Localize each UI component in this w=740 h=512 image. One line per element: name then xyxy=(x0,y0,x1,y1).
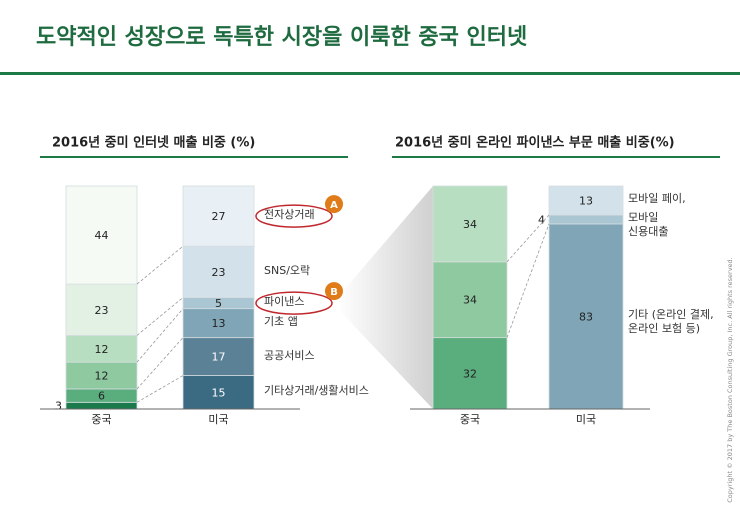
connector xyxy=(506,214,550,263)
connector xyxy=(136,375,184,403)
bar-segment xyxy=(65,401,138,410)
value-label: 4 xyxy=(538,213,545,226)
bar-segment xyxy=(65,335,138,363)
bar-segment xyxy=(65,185,138,285)
bar-segment xyxy=(182,308,255,339)
zoom-wedge xyxy=(338,186,433,409)
bar-segment xyxy=(182,375,255,410)
value-label: 12 xyxy=(95,370,109,383)
title-rule xyxy=(0,72,740,75)
series-label: 파이낸스 xyxy=(264,295,305,309)
connector xyxy=(506,223,550,338)
bar-segment xyxy=(182,337,255,376)
x-tick-label: 중국 xyxy=(91,413,111,426)
value-label: 3 xyxy=(55,400,62,413)
bar-segment xyxy=(65,283,138,336)
series-label: SNS/오락 xyxy=(264,263,311,277)
value-label: 27 xyxy=(212,210,226,223)
connector xyxy=(136,337,184,390)
series-label: 기타상거래/생활서비스 xyxy=(264,384,369,398)
annotation-letter: A xyxy=(330,200,338,211)
series-label: 전자상거래 xyxy=(264,208,315,222)
value-label: 23 xyxy=(212,266,226,279)
value-label: 15 xyxy=(212,386,226,399)
copyright: Copyright © 2017 by The Boston Consultin… xyxy=(726,257,734,502)
value-label: 44 xyxy=(95,229,109,242)
bar-segment xyxy=(65,361,138,390)
highlight-ring xyxy=(255,204,333,228)
bar-segment xyxy=(432,185,508,263)
annotation-badge xyxy=(325,195,343,214)
bar-segment xyxy=(182,245,255,298)
series-label: 모바일 신용대출 xyxy=(628,211,669,239)
value-label: 83 xyxy=(579,310,593,323)
value-label: 13 xyxy=(212,317,226,330)
value-label: 13 xyxy=(579,194,593,207)
value-label: 34 xyxy=(463,294,477,307)
x-tick-label: 중국 xyxy=(460,413,480,426)
page-title: 도약적인 성장으로 독특한 시장을 이룩한 중국 인터넷 xyxy=(36,25,527,50)
series-label: 모바일 페이, xyxy=(628,192,686,206)
annotation-badge xyxy=(325,282,343,301)
value-label: 6 xyxy=(98,390,105,403)
bar-segment xyxy=(548,185,624,216)
x-tick-label: 미국 xyxy=(576,413,596,426)
chart-title: 2016년 중미 인터넷 매출 비중 (%) xyxy=(52,135,255,151)
highlight-ring xyxy=(255,291,333,315)
annotation-letter: B xyxy=(330,287,338,298)
value-label: 23 xyxy=(95,304,109,317)
series-label: 공공서비스 xyxy=(264,348,315,362)
value-label: 34 xyxy=(463,218,477,231)
bar-segment xyxy=(548,214,624,225)
bar-segment xyxy=(182,185,255,247)
x-tick-label: 미국 xyxy=(208,413,228,426)
bar-segment xyxy=(548,223,624,410)
bar-segment xyxy=(432,261,508,339)
connector xyxy=(136,245,184,285)
chart-title: 2016년 중미 온라인 파이낸스 부문 매출 비중(%) xyxy=(395,135,675,151)
connector xyxy=(136,308,184,363)
value-label: 5 xyxy=(215,297,222,310)
value-label: 32 xyxy=(463,367,477,380)
value-label: 17 xyxy=(212,351,226,364)
series-label: 기타 (온라인 결제, 온라인 보험 등) xyxy=(628,308,714,336)
value-label: 12 xyxy=(95,343,109,356)
series-label: 기초 앱 xyxy=(264,315,298,329)
